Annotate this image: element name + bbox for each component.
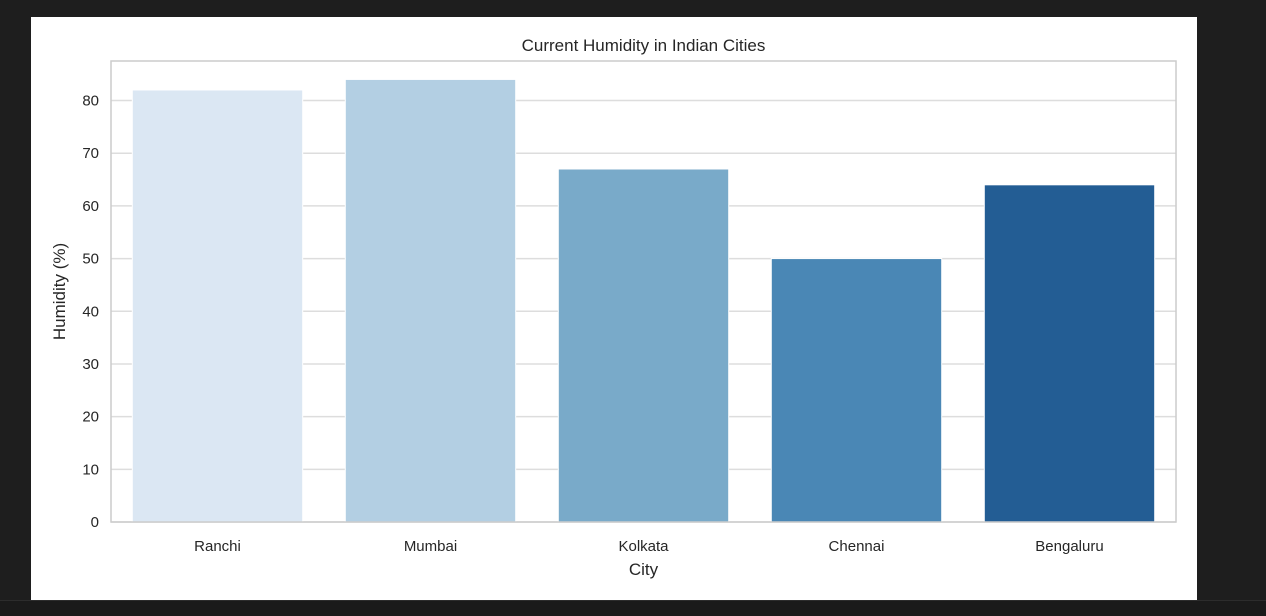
x-tick-label-bengaluru: Bengaluru — [1035, 538, 1103, 555]
bar-ranchi — [131, 89, 304, 523]
y-tick-label: 0 — [91, 514, 99, 531]
y-tick-labels: 0 10 20 30 40 50 60 70 80 — [82, 93, 99, 531]
plot-frame — [110, 60, 1177, 523]
y-tick-label: 80 — [82, 93, 99, 110]
y-tick-label: 20 — [82, 409, 99, 426]
chart-figure: 0 10 20 30 40 50 60 70 80 Ranchi Mumbai Kolkata Che… — [31, 17, 1197, 600]
y-tick-label: 10 — [82, 461, 99, 478]
y-tick-label: 60 — [82, 198, 99, 215]
bottom-strip — [0, 600, 1266, 616]
x-tick-label-kolkata: Kolkata — [618, 538, 669, 555]
y-axis-label: Humidity (%) — [50, 243, 69, 340]
y-tick-label: 30 — [82, 356, 99, 373]
x-axis-label: City — [629, 560, 659, 579]
x-tick-labels: Ranchi Mumbai Kolkata Chennai Bengaluru — [194, 538, 1104, 555]
bar-chennai — [770, 258, 943, 523]
bar-mumbai — [344, 78, 517, 523]
y-tick-label: 50 — [82, 251, 99, 268]
bar-chart: 0 10 20 30 40 50 60 70 80 Ranchi Mumbai Kolkata Che… — [50, 36, 1177, 579]
bar-bengaluru — [983, 184, 1156, 523]
bars — [131, 78, 1156, 523]
chart-title: Current Humidity in Indian Cities — [522, 36, 766, 55]
y-tick-label: 40 — [82, 303, 99, 320]
x-tick-label-ranchi: Ranchi — [194, 538, 241, 555]
bar-kolkata — [557, 168, 730, 523]
x-tick-label-chennai: Chennai — [829, 538, 885, 555]
y-tick-label: 70 — [82, 145, 99, 162]
x-tick-label-mumbai: Mumbai — [404, 538, 457, 555]
